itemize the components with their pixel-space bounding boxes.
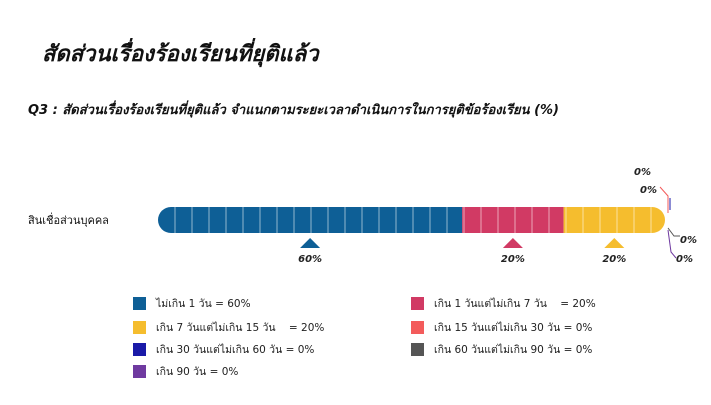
- bar-segment-1: [158, 207, 463, 233]
- legend-swatch: [411, 321, 424, 334]
- segment-marker-2: [502, 238, 523, 248]
- data-label-2: 20%: [501, 254, 525, 265]
- page-title: สัดส่วนเรื่องร้องเรียนที่ยุติแล้ว: [42, 42, 319, 67]
- legend-label: ไม่เกิน 1 วัน = 60%: [156, 298, 251, 310]
- bar-segment-2: [462, 207, 564, 233]
- bar-group: [158, 207, 665, 233]
- leader-line-6: [667, 227, 680, 237]
- legend-item: ไม่เกิน 1 วัน = 60%: [133, 295, 251, 312]
- segment-marker-3: [604, 238, 625, 248]
- data-label-4: 0%: [634, 167, 651, 178]
- legend-item: เกิน 30 วันแต่ไม่เกิน 60 วัน = 0%: [133, 341, 314, 358]
- legend-swatch: [411, 343, 424, 356]
- legend-label: เกิน 15 วันแต่ไม่เกิน 30 วัน = 0%: [434, 322, 593, 334]
- legend-label: เกิน 90 วัน = 0%: [156, 366, 239, 378]
- legend-item: เกิน 60 วันแต่ไม่เกิน 90 วัน = 0%: [411, 341, 592, 358]
- legend-swatch: [411, 297, 424, 310]
- legend-swatch: [133, 343, 146, 356]
- legend-swatch: [133, 321, 146, 334]
- data-label-6: 0%: [680, 235, 697, 246]
- legend-label: เกิน 7 วันแต่ไม่เกิน 15 วัน = 20%: [156, 322, 325, 334]
- legend-item: เกิน 90 วัน = 0%: [133, 363, 238, 380]
- legend-item: เกิน 1 วันแต่ไม่เกิน 7 วัน = 20%: [411, 295, 596, 312]
- legend-swatch: [133, 365, 146, 378]
- leader-line-4: [659, 186, 669, 213]
- legend-item: เกิน 15 วันแต่ไม่เกิน 30 วัน = 0%: [411, 319, 592, 336]
- legend-label: เกิน 1 วันแต่ไม่เกิน 7 วัน = 20%: [434, 298, 596, 310]
- chart-subtitle: Q3 : สัดส่วนเรื่องร้องเรียนที่ยุติแล้ว จ…: [28, 103, 559, 118]
- legend-item: เกิน 7 วันแต่ไม่เกิน 15 วัน = 20%: [133, 319, 324, 336]
- segment-marker-1: [300, 238, 321, 248]
- legend-label: เกิน 60 วันแต่ไม่เกิน 90 วัน = 0%: [434, 344, 593, 356]
- data-label-7: 0%: [676, 254, 693, 265]
- data-label-3: 20%: [602, 254, 626, 265]
- data-label-1: 60%: [298, 254, 322, 265]
- legend-swatch: [133, 297, 146, 310]
- category-label: สินเชื่อส่วนบุคคล: [28, 212, 109, 227]
- leader-line-7: [667, 229, 677, 259]
- data-label-5: 0%: [640, 185, 657, 196]
- legend-label: เกิน 30 วันแต่ไม่เกิน 60 วัน = 0%: [156, 344, 315, 356]
- bar-segment-3: [563, 207, 665, 233]
